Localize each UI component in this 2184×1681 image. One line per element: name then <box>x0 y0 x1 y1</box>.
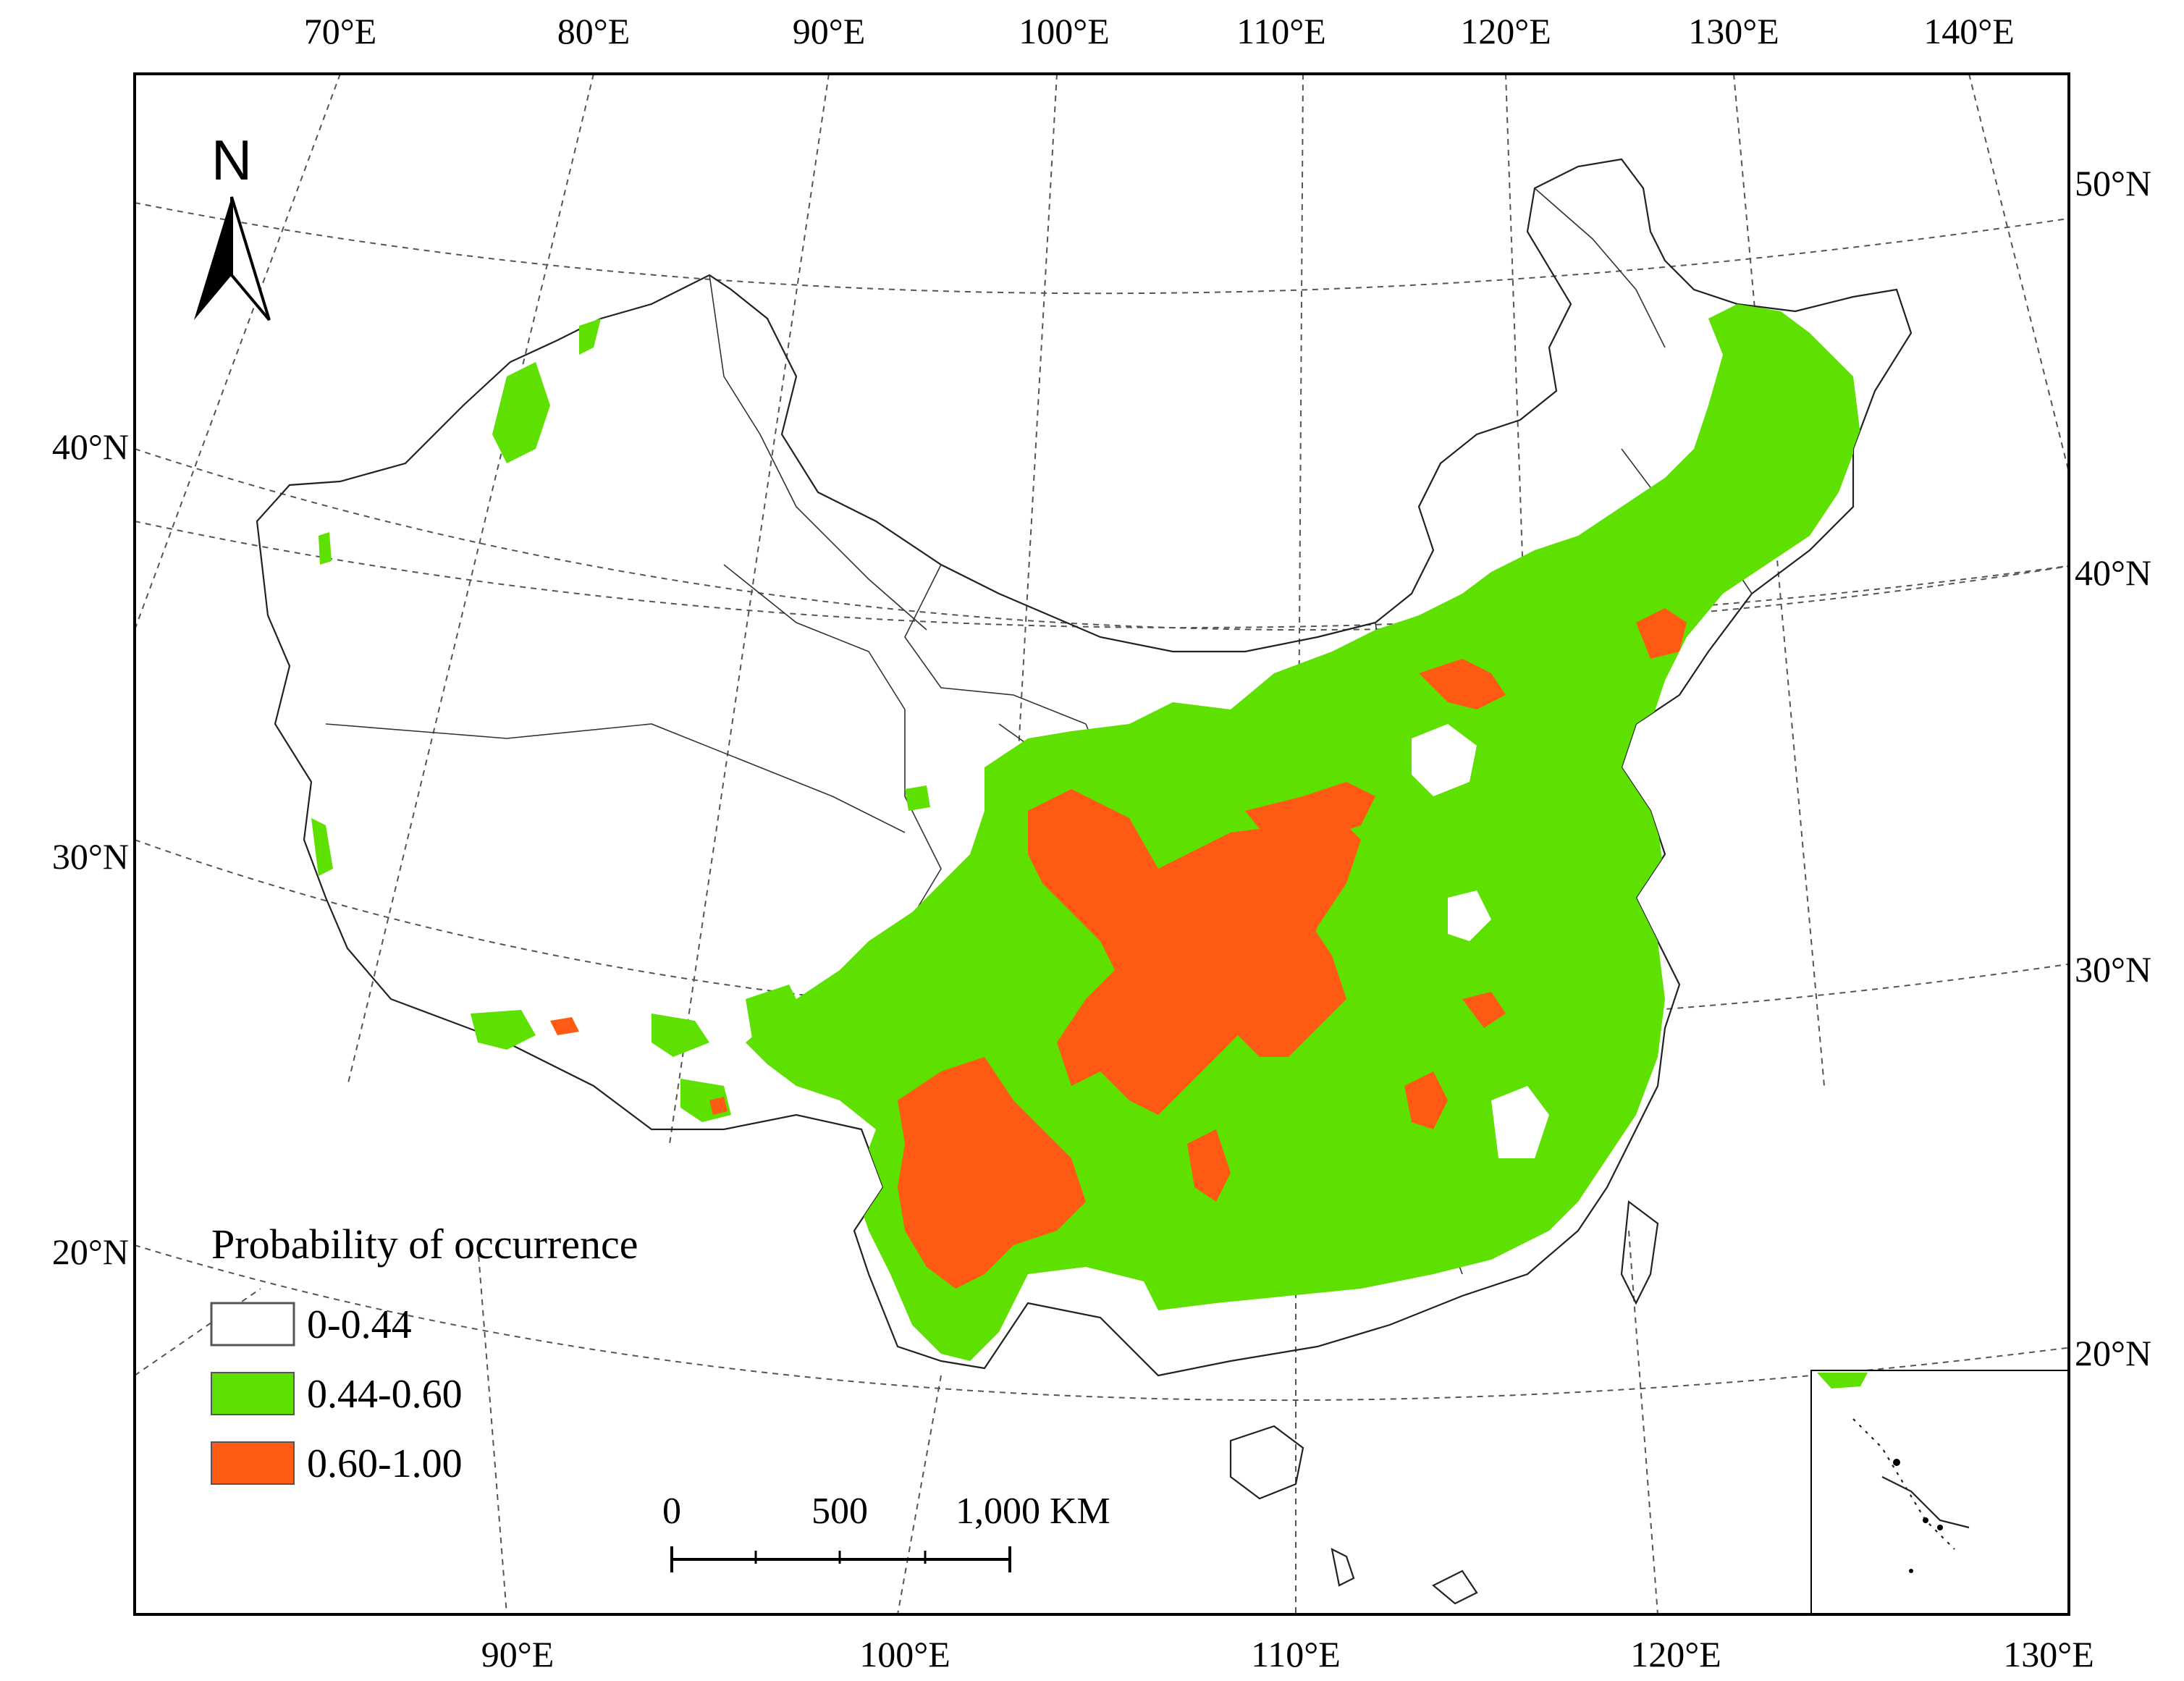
legend-swatch-high <box>211 1441 295 1485</box>
lon-label-top: 120°E <box>1460 11 1551 51</box>
high-probability-area-yunnan <box>898 1057 1086 1289</box>
legend: Probability of occurrence 0-0.44 0.44-0.… <box>210 1221 638 1486</box>
lon-label-bottom: 110°E <box>1251 1634 1341 1674</box>
south-sea-islands <box>1229 1200 1659 1605</box>
high-probability-area-qinling <box>1245 782 1375 847</box>
lon-label-top: 70°E <box>304 11 377 51</box>
lon-label-top: 90°E <box>793 11 866 51</box>
right-latitude-labels: 50°N 40°N 30°N 20°N <box>2075 163 2151 1373</box>
legend-label-high: 0.60-1.00 <box>307 1441 463 1486</box>
inset-map <box>1810 1370 2070 1615</box>
north-arrow-label: N <box>211 128 252 192</box>
high-probability-area-north <box>1419 659 1506 709</box>
legend-swatch-medium <box>211 1372 295 1415</box>
legend-label-medium: 0.44-0.60 <box>307 1372 463 1417</box>
lat-label-right: 50°N <box>2075 163 2151 203</box>
western-patches <box>311 319 1520 1122</box>
lon-label-top: 130°E <box>1688 11 1779 51</box>
legend-title: Probability of occurrence <box>211 1221 638 1268</box>
legend-swatch-low <box>210 1302 295 1347</box>
low-probability-hole <box>1491 1086 1549 1158</box>
map-frame <box>133 72 2070 1616</box>
scale-label-1000: 1,000 KM <box>956 1491 1110 1532</box>
lon-label-top: 80°E <box>557 11 631 51</box>
legend-label-low: 0-0.44 <box>307 1302 412 1347</box>
scale-label-0: 0 <box>662 1491 681 1532</box>
scale-label-500: 500 <box>811 1491 868 1532</box>
lat-label-right: 20°N <box>2075 1333 2151 1373</box>
high-probability-area-liaoning <box>1636 608 1687 659</box>
lat-label-left: 20°N <box>52 1231 129 1272</box>
country-boundary <box>256 158 1913 1377</box>
low-probability-hole <box>1412 724 1477 796</box>
lat-label-left: 40°N <box>52 426 129 467</box>
north-arrow-icon <box>194 197 232 320</box>
north-arrow: N <box>194 128 271 321</box>
lon-label-top: 140°E <box>1923 11 2015 51</box>
map-body <box>135 74 2069 1614</box>
high-probability-area-sichuan <box>1028 789 1361 1115</box>
high-probability-area-hunan <box>1404 1071 1448 1129</box>
lat-label-left: 30°N <box>52 836 129 877</box>
scale-bar: 0 500 1,000 KM <box>662 1491 1110 1572</box>
lon-label-bottom: 90°E <box>481 1634 555 1674</box>
lon-label-bottom: 130°E <box>2003 1634 2094 1674</box>
lon-label-top: 110°E <box>1236 11 1326 51</box>
probability-raster <box>746 304 1860 1361</box>
lat-label-right: 30°N <box>2075 949 2151 990</box>
high-probability-area-jiangxi <box>1462 992 1506 1028</box>
lon-label-bottom: 100°E <box>859 1634 950 1674</box>
lat-label-right: 40°N <box>2075 552 2151 593</box>
top-longitude-labels: 70°E 80°E 90°E 100°E 110°E 120°E 130°E 1… <box>304 11 2015 51</box>
left-latitude-labels: 40°N 30°N 20°N <box>52 426 129 1272</box>
low-probability-hole <box>1448 890 1491 941</box>
lon-label-top: 100°E <box>1019 11 1110 51</box>
high-probability-area-hubei <box>1202 883 1346 1057</box>
high-probability-area-guangxi <box>1187 1129 1231 1202</box>
lon-label-bottom: 120°E <box>1630 1634 1721 1674</box>
bottom-longitude-labels: 90°E 100°E 110°E 120°E 130°E <box>481 1634 2094 1674</box>
